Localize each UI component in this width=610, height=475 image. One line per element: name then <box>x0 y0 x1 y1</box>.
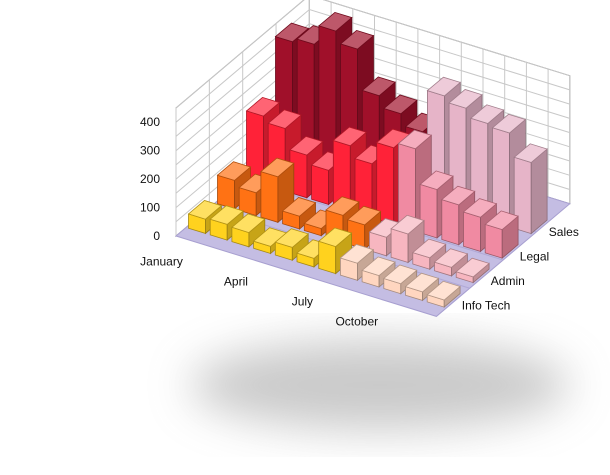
series-label: Info Tech <box>462 299 510 313</box>
y-tick-label: 200 <box>140 172 160 186</box>
series-label: Sales <box>549 225 579 239</box>
bar-info-tech-may <box>274 228 310 262</box>
axis-labels: 0 100 200 300 400 January April July October Info… <box>140 115 579 328</box>
bar-legal-december <box>484 210 519 259</box>
series-label: Legal <box>520 250 549 264</box>
grid-line <box>175 0 570 109</box>
x-tick-label: October <box>335 315 378 329</box>
bars <box>187 11 548 308</box>
bar-info-tech-december <box>426 280 461 308</box>
bar-info-tech-july <box>317 227 353 275</box>
y-tick-label: 0 <box>153 229 160 243</box>
x-tick-label: January <box>140 254 183 268</box>
bar-sales-december <box>513 143 548 235</box>
bar-admin-december <box>455 257 490 284</box>
x-tick-label: April <box>224 274 248 288</box>
x-tick-label: July <box>292 295 313 309</box>
bar-info-tech-march <box>231 213 266 248</box>
floor-shadow <box>190 340 570 430</box>
bar-admin-october <box>411 238 447 271</box>
bar-info-tech-august <box>339 244 375 282</box>
series-label: Admin <box>491 274 525 288</box>
shadow-ellipse <box>190 340 570 430</box>
y-tick-label: 400 <box>140 115 160 129</box>
y-tick-label: 100 <box>140 201 160 215</box>
y-tick-label: 300 <box>140 144 160 158</box>
bar-info-tech-september <box>361 256 396 288</box>
bar-admin-november <box>433 248 469 277</box>
bar-admin-april <box>281 197 317 230</box>
bar-info-tech-october <box>382 264 418 295</box>
bar-info-tech-february <box>209 205 244 241</box>
